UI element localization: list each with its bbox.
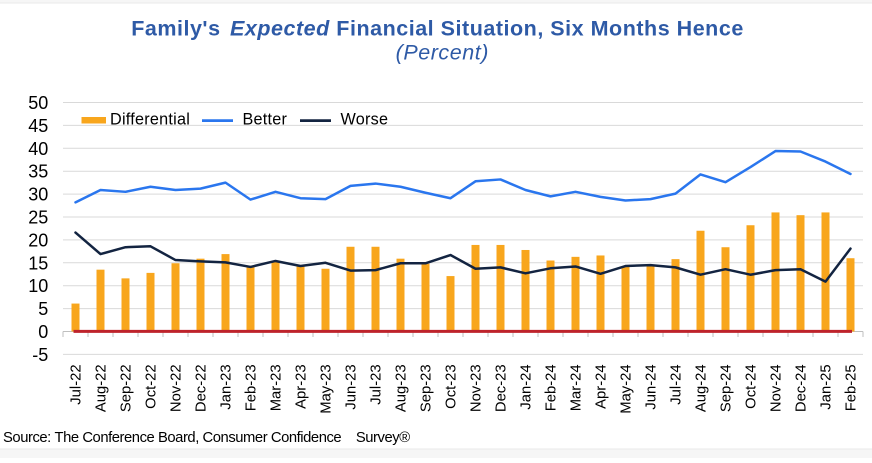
svg-text:Aug-23: Aug-23 [394,364,410,412]
svg-text:Sep-22: Sep-22 [119,364,135,412]
svg-text:Apr-24: Apr-24 [594,364,610,408]
svg-text:Aug-24: Aug-24 [694,364,710,412]
svg-text:Feb-23: Feb-23 [244,364,260,411]
svg-text:Feb-24: Feb-24 [544,364,560,411]
svg-text:40: 40 [28,139,48,159]
svg-text:Jan-25: Jan-25 [819,364,835,409]
svg-text:5: 5 [38,299,48,319]
svg-text:Sep-24: Sep-24 [719,364,735,412]
svg-text:-5: -5 [32,345,48,365]
svg-text:15: 15 [28,253,48,273]
svg-text:Family's Expected Financial Si: Family's Expected Financial Situation, S… [131,16,744,40]
svg-text:May-23: May-23 [319,364,335,413]
svg-text:Jun-23: Jun-23 [344,364,360,409]
svg-text:May-24: May-24 [619,364,635,413]
svg-text:10: 10 [28,276,48,296]
svg-text:0: 0 [38,322,48,342]
svg-text:Dec-23: Dec-23 [494,364,510,412]
svg-text:Oct-23: Oct-23 [444,364,460,408]
svg-text:Jul-23: Jul-23 [369,364,385,404]
svg-text:Apr-23: Apr-23 [294,364,310,408]
svg-text:25: 25 [28,208,48,228]
svg-text:45: 45 [28,116,48,136]
svg-text:30: 30 [28,185,48,205]
svg-text:Jun-24: Jun-24 [644,364,660,409]
svg-text:Mar-24: Mar-24 [569,364,585,411]
svg-text:Source: The Conference Board,: Source: The Conference Board, Consumer C… [3,430,410,446]
svg-text:Nov-24: Nov-24 [769,364,785,412]
svg-text:(Percent): (Percent) [396,40,489,64]
svg-text:Jul-24: Jul-24 [669,364,685,404]
svg-text:Jan-24: Jan-24 [519,364,535,409]
svg-text:Dec-22: Dec-22 [194,364,210,412]
svg-text:Worse: Worse [341,111,389,129]
svg-text:Sep-23: Sep-23 [419,364,435,412]
svg-text:Nov-23: Nov-23 [469,364,485,412]
svg-text:Better: Better [243,111,288,129]
svg-text:Jul-22: Jul-22 [69,364,85,404]
svg-text:50: 50 [28,93,48,113]
svg-text:Feb-25: Feb-25 [844,364,860,411]
svg-text:Nov-22: Nov-22 [169,364,185,412]
svg-text:Dec-24: Dec-24 [794,364,810,412]
svg-text:Oct-22: Oct-22 [144,364,160,408]
svg-text:Oct-24: Oct-24 [744,364,760,408]
svg-text:Aug-22: Aug-22 [94,364,110,412]
svg-text:Differential: Differential [110,111,190,129]
svg-text:35: 35 [28,162,48,182]
svg-text:Mar-23: Mar-23 [269,364,285,411]
svg-text:20: 20 [28,230,48,250]
svg-text:Jan-23: Jan-23 [219,364,235,409]
